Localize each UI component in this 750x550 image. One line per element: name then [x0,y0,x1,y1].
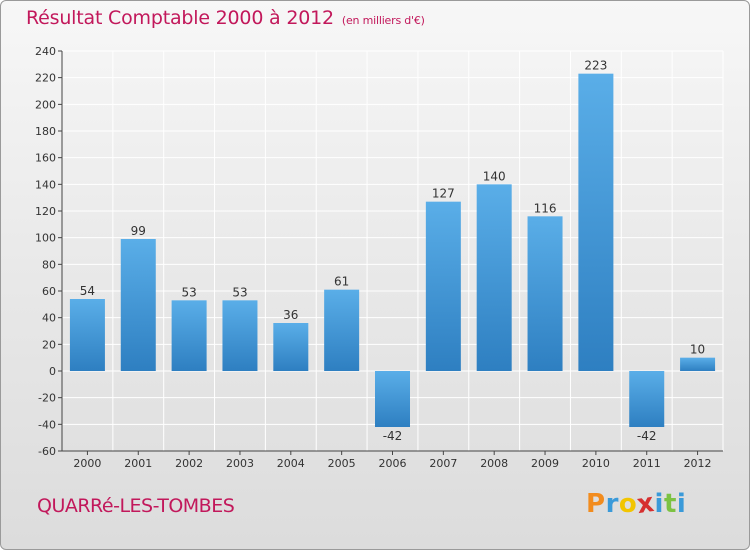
y-tick-label: 160 [35,152,56,165]
x-tick-label: 2000 [73,457,101,470]
logo-letter: i [676,489,687,519]
logo-letter: r [605,489,619,519]
y-tick-label: 20 [42,338,56,351]
x-tick-label: 2008 [480,457,508,470]
data-label: 53 [232,285,247,299]
bar[interactable] [171,300,207,371]
label-layer: 54 99 53 53 36 61 -42 127 140 116 223 -42 10 [80,59,705,443]
data-label: 61 [334,275,349,289]
logo-letter: t [663,489,677,519]
x-tick-label: 2011 [633,457,661,470]
bar[interactable] [578,73,614,372]
data-label: 53 [181,285,196,299]
x-tick-label: 2012 [684,457,712,470]
bar[interactable] [629,371,665,427]
bar[interactable] [222,300,258,371]
bar[interactable] [527,216,563,371]
y-tick-label: 240 [35,45,56,58]
x-tick-label: 2009 [531,457,559,470]
data-label: 223 [584,59,607,73]
x-tick-label: 2007 [429,457,457,470]
bar[interactable] [69,299,105,371]
y-tick-label: 220 [35,72,56,85]
data-label: 54 [80,284,95,298]
bar[interactable] [425,201,461,371]
data-label: 116 [534,201,557,215]
bar[interactable] [324,289,360,371]
chart-title-text: Résultat Comptable 2000 à 2012 [26,7,334,29]
bar-layer [69,73,716,427]
y-tick-label: 0 [49,365,56,378]
x-tick-label: 2006 [379,457,407,470]
data-label: 140 [483,169,506,183]
x-tick-label: 2004 [277,457,305,470]
data-label: 36 [283,308,298,322]
y-tick-label: -60 [38,445,56,458]
y-tick-label: 120 [35,205,56,218]
data-label: -42 [637,429,657,443]
bar[interactable] [120,239,156,371]
bar[interactable] [273,323,309,371]
logo-letter: P [586,489,606,519]
commune-name: QUARRé-LES-TOMBES [37,495,235,517]
y-tick-label: 140 [35,178,56,191]
bar[interactable] [680,357,716,371]
bar[interactable] [476,184,512,371]
data-label: 127 [432,187,455,201]
y-tick-label: -20 [38,392,56,405]
chart-title: Résultat Comptable 2000 à 2012 (en millie… [26,7,425,29]
data-label: 10 [690,343,705,357]
x-tick-label: 2003 [226,457,254,470]
logo-letter: i [654,489,664,519]
x-tick-label: 2010 [582,457,610,470]
logo-letter: o [618,489,638,519]
x-tick-label: 2001 [124,457,152,470]
bar[interactable] [375,371,410,427]
proxiti-logo[interactable]: Proxiti [586,487,687,521]
data-label: 99 [131,224,146,238]
x-tick-label: 2002 [175,457,203,470]
y-tick-label: 40 [42,312,56,325]
y-tick-label: 100 [35,232,56,245]
logo-letter: x [635,487,657,521]
data-label: -42 [383,429,403,443]
axis-layer: -60 -40 -20 0 20 40 60 80 100 120 140 160 180 200 220 2… [35,45,723,470]
y-tick-label: 200 [35,98,56,111]
y-tick-label: 60 [42,285,56,298]
y-tick-label: -40 [38,418,56,431]
x-tick-label: 2005 [328,457,356,470]
chart-subtitle: (en milliers d'€) [341,14,425,27]
y-tick-label: 80 [42,258,56,271]
y-tick-label: 180 [35,125,56,138]
